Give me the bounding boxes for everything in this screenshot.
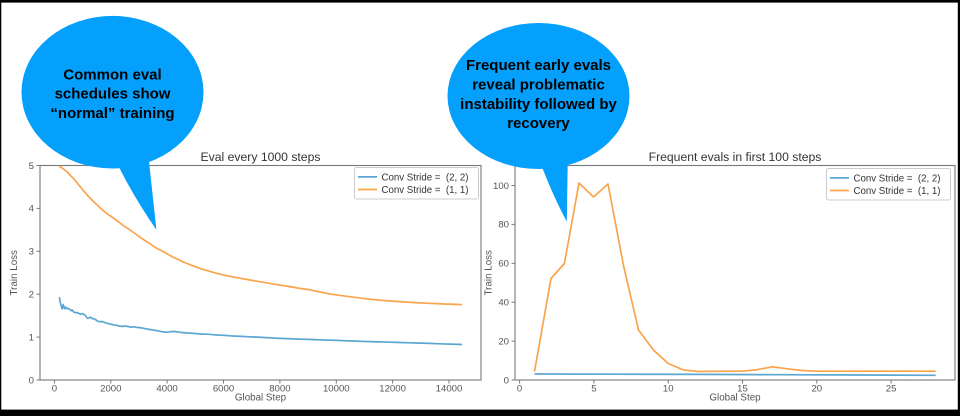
svg-text:Global Step: Global Step <box>235 393 287 404</box>
svg-text:instability followed by: instability followed by <box>460 96 617 113</box>
svg-text:6000: 6000 <box>213 384 234 395</box>
svg-text:2: 2 <box>29 290 34 301</box>
svg-text:80: 80 <box>498 220 509 231</box>
svg-text:Eval every 1000 steps: Eval every 1000 steps <box>201 150 321 164</box>
svg-text:2000: 2000 <box>100 384 121 395</box>
svg-text:0: 0 <box>517 384 522 395</box>
svg-text:Conv Stride = (2, 2): Conv Stride = (2, 2) <box>854 173 941 184</box>
svg-text:Frequent evals in first 100 st: Frequent evals in first 100 steps <box>649 150 822 164</box>
svg-text:8000: 8000 <box>269 384 290 395</box>
svg-text:4000: 4000 <box>156 384 177 395</box>
svg-text:Frequent early evals: Frequent early evals <box>466 57 611 74</box>
svg-text:0: 0 <box>29 375 34 386</box>
svg-text:15: 15 <box>737 384 748 395</box>
svg-text:14000: 14000 <box>436 384 463 395</box>
svg-text:40: 40 <box>498 298 509 309</box>
svg-text:3: 3 <box>29 247 34 258</box>
svg-text:4: 4 <box>29 204 35 215</box>
svg-text:Conv Stride = (2, 2): Conv Stride = (2, 2) <box>382 172 469 183</box>
svg-text:100: 100 <box>493 181 509 192</box>
svg-text:Train Loss: Train Loss <box>484 250 495 295</box>
svg-text:Train Loss: Train Loss <box>9 250 20 295</box>
svg-text:25: 25 <box>886 384 897 395</box>
svg-text:schedules show: schedules show <box>55 86 171 103</box>
svg-text:Conv Stride = (1, 1): Conv Stride = (1, 1) <box>382 185 469 196</box>
svg-text:0: 0 <box>52 384 57 395</box>
svg-text:reveal problematic: reveal problematic <box>472 76 605 93</box>
svg-text:20: 20 <box>498 336 509 347</box>
svg-text:Global Step: Global Step <box>709 393 761 404</box>
svg-text:10000: 10000 <box>323 384 350 395</box>
svg-text:Common eval: Common eval <box>63 66 161 83</box>
svg-text:20: 20 <box>811 384 822 395</box>
svg-text:recovery: recovery <box>507 115 570 132</box>
svg-text:60: 60 <box>498 259 509 270</box>
svg-text:“normal” training: “normal” training <box>50 105 174 122</box>
svg-text:5: 5 <box>29 161 34 172</box>
svg-text:1: 1 <box>29 332 34 343</box>
svg-text:5: 5 <box>591 384 596 395</box>
svg-text:Conv Stride = (1, 1): Conv Stride = (1, 1) <box>854 186 941 197</box>
svg-text:12000: 12000 <box>379 384 406 395</box>
svg-text:0: 0 <box>504 375 509 386</box>
svg-text:10: 10 <box>663 384 674 395</box>
